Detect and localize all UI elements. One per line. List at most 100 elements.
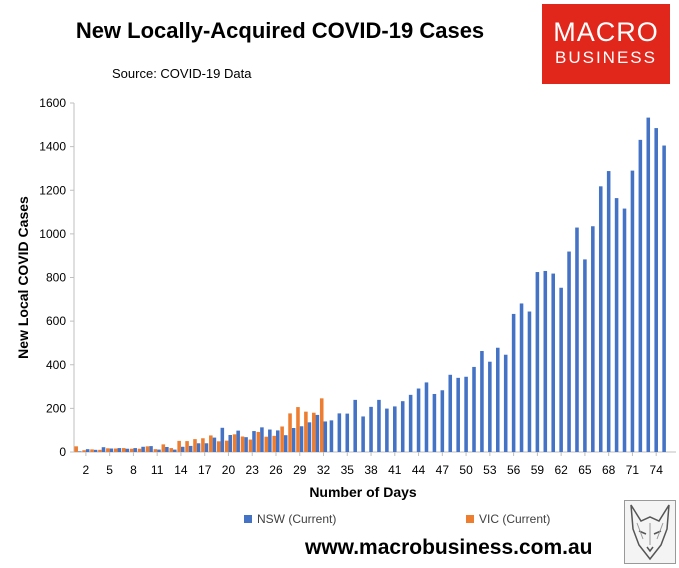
y-tick-label: 200 bbox=[46, 401, 66, 415]
bar-nsw bbox=[291, 428, 296, 452]
bar-nsw bbox=[567, 251, 571, 452]
bar-nsw bbox=[283, 435, 288, 452]
bar-vic bbox=[224, 440, 229, 452]
bar-vic bbox=[90, 449, 94, 452]
bar-nsw bbox=[606, 171, 611, 452]
bar-chart: 0 200 400 600 800 1000 1200 1400 1600 2 5 8 11 14 17 20… bbox=[15, 96, 676, 500]
bar-nsw bbox=[323, 421, 328, 452]
bar-nsw bbox=[535, 272, 540, 452]
bar-nsw bbox=[117, 448, 122, 452]
x-tick-label: 71 bbox=[626, 463, 640, 477]
legend-label-nsw: NSW (Current) bbox=[257, 512, 337, 526]
x-tick-label: 14 bbox=[174, 463, 188, 477]
bar-vic bbox=[185, 441, 189, 452]
bar-nsw bbox=[424, 382, 429, 452]
bar-vic bbox=[177, 440, 181, 452]
bar-vic bbox=[296, 407, 300, 452]
x-tick-label: 47 bbox=[436, 463, 450, 477]
legend-item-nsw: NSW (Current) bbox=[244, 512, 336, 526]
x-tick-label: 38 bbox=[364, 463, 378, 477]
bar-nsw bbox=[456, 377, 460, 452]
bar-nsw bbox=[141, 446, 145, 452]
x-tick-label: 41 bbox=[388, 463, 402, 477]
bar-nsw bbox=[614, 198, 619, 452]
bar-vic bbox=[304, 411, 308, 452]
bar-nsw bbox=[133, 448, 137, 452]
bar-nsw bbox=[598, 186, 603, 452]
x-tick-label: 74 bbox=[650, 463, 664, 477]
bar-nsw bbox=[519, 303, 524, 452]
wolf-logo bbox=[624, 500, 676, 564]
bar-vic bbox=[256, 431, 261, 452]
bar-nsw bbox=[503, 354, 508, 452]
bar-nsw bbox=[275, 430, 280, 452]
bar-nsw bbox=[165, 446, 169, 452]
bar-vic bbox=[153, 449, 158, 452]
bar-nsw bbox=[543, 270, 548, 452]
bar-vic bbox=[193, 439, 197, 452]
bar-nsw bbox=[236, 430, 240, 452]
bar-nsw bbox=[646, 117, 651, 453]
bar-nsw bbox=[353, 399, 357, 452]
bar-nsw bbox=[196, 443, 201, 452]
bar-nsw bbox=[369, 406, 373, 452]
bar-nsw bbox=[228, 434, 233, 452]
x-tick-label: 5 bbox=[106, 463, 113, 477]
legend-label-vic: VIC (Current) bbox=[479, 512, 551, 526]
x-tick-label: 23 bbox=[246, 463, 260, 477]
bar-vic bbox=[312, 412, 316, 452]
bar-vic bbox=[98, 449, 102, 452]
bar-vic bbox=[129, 448, 134, 452]
bar-nsw bbox=[220, 427, 225, 452]
x-tick-label: 68 bbox=[602, 463, 616, 477]
bar-nsw bbox=[252, 431, 256, 452]
logo-line2: BUSINESS bbox=[555, 48, 657, 67]
chart-source: Source: COVID-19 Data bbox=[112, 66, 252, 81]
bar-nsw bbox=[149, 446, 153, 452]
x-tick-label: 17 bbox=[198, 463, 212, 477]
y-tick-label: 600 bbox=[46, 314, 66, 328]
y-tick-label: 400 bbox=[46, 358, 66, 372]
x-tick-label: 50 bbox=[459, 463, 473, 477]
x-tick-label: 53 bbox=[483, 463, 497, 477]
y-axis-label: New Local COVID Cases bbox=[15, 196, 31, 359]
bar-nsw bbox=[101, 447, 106, 452]
bar-nsw bbox=[307, 422, 312, 452]
legend-item-vic: VIC (Current) bbox=[466, 512, 550, 526]
bar-nsw bbox=[204, 443, 209, 452]
chart-title: New Locally-Acquired COVID-19 Cases bbox=[75, 18, 485, 43]
bar-nsw bbox=[345, 413, 350, 452]
legend-swatch-vic bbox=[466, 515, 474, 523]
bar-nsw bbox=[464, 376, 468, 452]
wolf-icon bbox=[630, 504, 670, 561]
x-tick-label: 8 bbox=[130, 463, 137, 477]
bar-vic bbox=[248, 439, 253, 452]
bar-nsw bbox=[583, 259, 587, 452]
bar-nsw bbox=[551, 273, 555, 452]
bar-vic bbox=[232, 434, 237, 452]
bar-nsw bbox=[125, 448, 130, 452]
bar-nsw bbox=[361, 416, 365, 452]
bar-nsw bbox=[511, 313, 516, 452]
x-tick-label: 29 bbox=[293, 463, 307, 477]
bar-nsw bbox=[268, 429, 272, 452]
bar-nsw bbox=[329, 420, 334, 452]
x-tick-label: 44 bbox=[412, 463, 426, 477]
bar-nsw bbox=[416, 388, 421, 452]
bar-vic bbox=[216, 441, 221, 452]
bar-nsw bbox=[440, 390, 445, 452]
y-tick-label: 1000 bbox=[39, 227, 66, 241]
bar-nsw bbox=[315, 414, 320, 452]
y-tick-label: 1400 bbox=[39, 140, 66, 154]
x-tick-label: 20 bbox=[222, 463, 236, 477]
bar-nsw bbox=[400, 401, 405, 452]
bar-nsw bbox=[173, 449, 177, 452]
x-tick-label: 62 bbox=[554, 463, 568, 477]
bar-nsw bbox=[385, 408, 389, 452]
x-tick-label: 35 bbox=[341, 463, 355, 477]
bar-nsw bbox=[622, 208, 627, 452]
bar-nsw bbox=[630, 170, 635, 452]
y-tick-label: 1600 bbox=[39, 96, 66, 110]
x-tick-label: 32 bbox=[317, 463, 331, 477]
bar-nsw bbox=[157, 449, 161, 452]
